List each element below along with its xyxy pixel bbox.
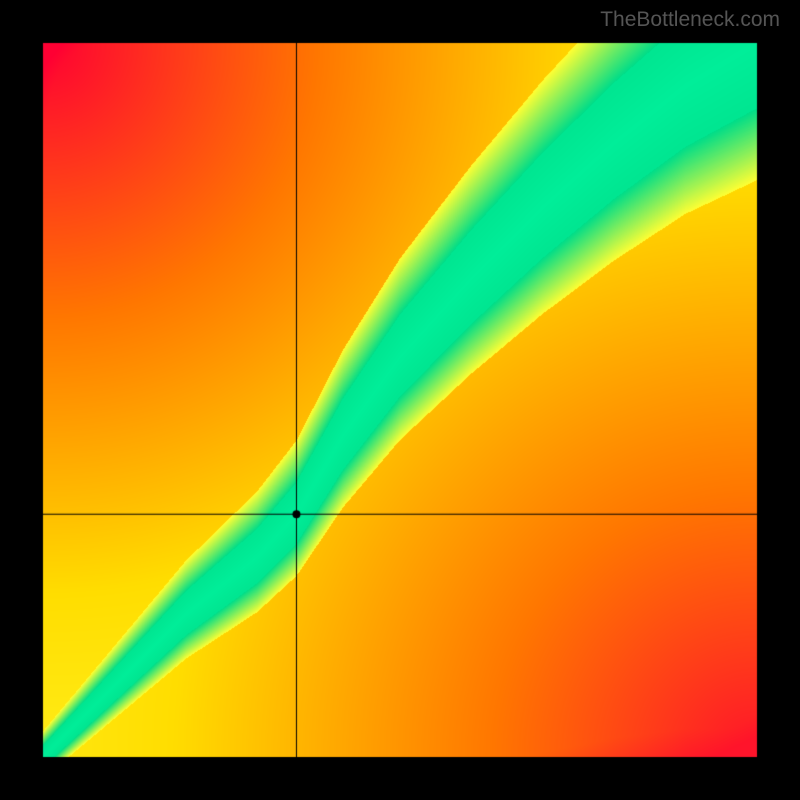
bottleneck-heatmap — [0, 0, 800, 800]
watermark-text: TheBottleneck.com — [600, 8, 780, 32]
chart-container: { "watermark": "TheBottleneck.com", "wat… — [0, 0, 800, 800]
